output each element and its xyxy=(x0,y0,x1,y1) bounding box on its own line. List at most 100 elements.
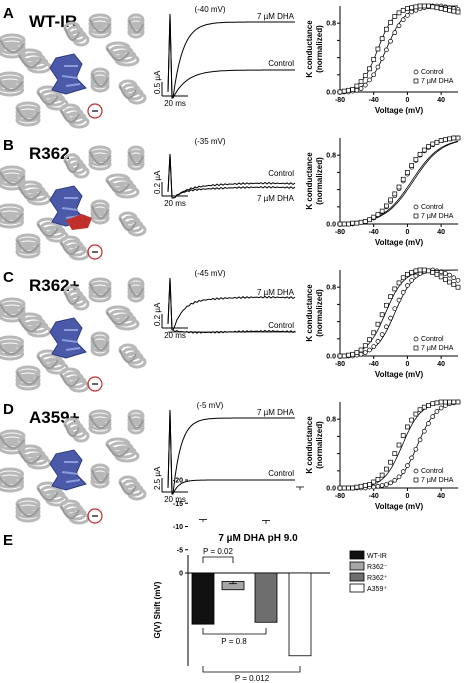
data-point-dha xyxy=(400,275,406,281)
protein-loop xyxy=(119,217,137,231)
data-point-dha xyxy=(421,3,427,9)
data-point-dha xyxy=(388,459,393,465)
bar-r362 xyxy=(254,572,278,623)
protein-loop xyxy=(64,27,80,41)
trace-label-control: Control xyxy=(268,321,294,330)
protein-loop xyxy=(128,283,144,297)
legend-dha-label: 7 µM DHA xyxy=(421,213,454,220)
bar-y-tick-label: -10 xyxy=(173,524,183,531)
data-point-control xyxy=(409,9,414,15)
data-point-dha xyxy=(455,135,461,141)
data-point-control xyxy=(451,275,457,281)
legend-control-label: Control xyxy=(421,336,444,343)
x-tick-label: 40 xyxy=(437,493,445,500)
data-point-control xyxy=(392,30,398,36)
data-point-dha xyxy=(346,352,351,358)
current-scale-label: 2.5 µA xyxy=(153,466,162,490)
helix-coil xyxy=(0,71,24,85)
protein-loop xyxy=(60,109,80,123)
data-point-dha xyxy=(371,214,377,220)
bar-legend-swatch xyxy=(349,550,365,560)
data-point-dha xyxy=(392,191,398,197)
test-voltage-label: (-5 mV) xyxy=(197,401,224,410)
protein-structure-image xyxy=(0,145,147,261)
helix-coil xyxy=(0,467,24,481)
data-point-dha xyxy=(341,353,347,359)
protein-loop xyxy=(0,303,25,317)
data-point-dha xyxy=(396,10,402,16)
data-point-control xyxy=(358,351,364,357)
data-point-dha xyxy=(362,343,368,349)
trace-label-dha: 7 µM DHA xyxy=(257,408,295,417)
data-point-control xyxy=(384,47,389,53)
helix-coil xyxy=(15,245,41,259)
control-trace xyxy=(167,153,296,199)
data-point-control xyxy=(375,483,381,489)
data-point-dha xyxy=(451,282,457,287)
data-point-dha xyxy=(341,88,347,94)
helix-coil xyxy=(15,377,41,391)
dha-trace xyxy=(167,13,295,99)
protein-loop xyxy=(37,355,59,369)
protein-loop xyxy=(0,80,24,91)
protein-loop xyxy=(16,503,40,517)
data-point-dha xyxy=(350,87,355,92)
data-point-control xyxy=(396,297,402,303)
data-point-dha xyxy=(417,407,423,413)
data-point-control xyxy=(367,347,372,353)
data-point-dha xyxy=(341,485,347,491)
data-point-dha xyxy=(346,87,351,93)
data-point-control xyxy=(400,469,406,475)
data-point-control xyxy=(400,17,406,23)
bar-y-tick-label: -20 xyxy=(173,478,183,485)
data-point-dha xyxy=(447,136,452,142)
data-point-dha xyxy=(417,267,423,273)
x-tick-label: 40 xyxy=(437,229,445,236)
data-point-dha xyxy=(384,466,389,472)
bar-legend-label: WT-IR xyxy=(367,553,387,560)
data-point-dha xyxy=(430,141,436,147)
helix-coil xyxy=(127,25,145,39)
helix-coil xyxy=(90,475,110,489)
control-trace xyxy=(167,409,295,495)
y-axis-label: K conductance xyxy=(305,152,314,210)
data-point-dha xyxy=(358,347,364,353)
trace-label-dha: 7 µM DHA xyxy=(257,194,295,203)
bar-wtir xyxy=(191,572,215,625)
helix-coil xyxy=(127,157,145,171)
data-point-dha xyxy=(447,279,452,285)
y-tick-label: 0.0 xyxy=(326,354,336,361)
helix-coil xyxy=(0,429,26,443)
data-point-dha xyxy=(337,353,343,359)
data-point-dha xyxy=(426,268,431,274)
data-point-dha xyxy=(413,157,419,162)
data-point-dha xyxy=(358,483,364,489)
x-tick-label: -80 xyxy=(335,97,345,104)
protein-loop xyxy=(106,311,130,325)
protein-loop xyxy=(91,337,109,351)
x-axis-label: Voltage (mV) xyxy=(375,238,424,247)
panel-letter: D xyxy=(3,401,14,418)
p-value-3: P = 0.012 xyxy=(235,674,270,683)
data-point-dha xyxy=(375,321,381,327)
gv-plot: -80 -40 0 40 0.0 0.8 Voltage (mV) K conductance… xyxy=(305,3,461,115)
protein-loop xyxy=(64,159,80,173)
data-point-dha xyxy=(350,351,355,357)
legend-control-marker xyxy=(413,69,419,75)
data-point-control xyxy=(362,350,368,355)
data-point-dha xyxy=(379,312,385,318)
data-point-control xyxy=(375,64,381,70)
data-point-dha xyxy=(392,451,398,456)
dha-trace xyxy=(167,277,296,331)
data-point-dha xyxy=(362,483,368,488)
data-point-dha xyxy=(367,337,372,343)
legend-dha-label: 7 µM DHA xyxy=(421,477,454,484)
protein-loop xyxy=(64,291,80,305)
protein-loop xyxy=(60,241,80,255)
test-voltage-label: (-45 mV) xyxy=(194,269,225,278)
data-point-dha xyxy=(405,271,410,277)
gv-plot: -80 -40 0 40 0.0 0.8 Voltage (mV) K conductance… xyxy=(305,135,461,247)
